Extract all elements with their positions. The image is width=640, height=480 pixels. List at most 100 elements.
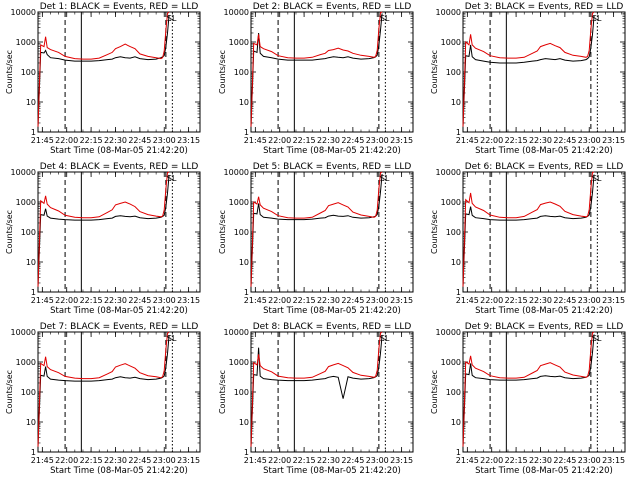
x-tick-label: 23:15 — [602, 136, 625, 145]
x-tick-label: 22:45 — [128, 456, 151, 465]
plot-frame — [37, 331, 201, 453]
sl-label: SL — [380, 174, 390, 183]
x-tick-label: 21:45 — [31, 136, 54, 145]
panel-title: Det 2: BLACK = Events, RED = LLD — [253, 2, 412, 12]
x-tick-label: 21:45 — [31, 296, 54, 305]
panel-det-1: Det 1: BLACK = Events, RED = LLD 1 10 100 10… — [5, 2, 201, 156]
x-tick-label: 22:45 — [553, 296, 576, 305]
x-tick-label: 22:30 — [317, 456, 340, 465]
series-events-line — [37, 14, 170, 127]
sl-label: SL — [167, 174, 177, 183]
x-axis-label: Start Time (08-Mar-05 21:42:20) — [263, 306, 401, 316]
x-tick-label: 22:15 — [80, 456, 103, 465]
x-axis-label: Start Time (08-Mar-05 21:42:20) — [50, 306, 188, 316]
x-axis-label: Start Time (08-Mar-05 21:42:20) — [50, 466, 188, 476]
x-tick-label: 21:45 — [456, 136, 479, 145]
x-tick-label: 22:30 — [104, 456, 127, 465]
y-axis-label: Counts/sec — [430, 210, 439, 254]
panel-det-6: Det 6: BLACK = Events, RED = LLD 1 10 100 10… — [430, 162, 626, 316]
x-tick-label: 22:00 — [268, 456, 291, 465]
y-tick-label: 10000 — [436, 8, 461, 17]
y-tick-label: 1 — [456, 448, 461, 457]
sl-label: SL — [592, 174, 602, 183]
y-tick-label: 1 — [244, 448, 249, 457]
y-tick-label: 1000 — [229, 38, 249, 47]
sl-label: SL — [592, 14, 602, 23]
plot-frame — [250, 171, 414, 293]
series-lld-line — [37, 171, 170, 287]
y-axis-label: Counts/sec — [430, 50, 439, 94]
x-tick-label: 22:00 — [268, 136, 291, 145]
panel-det-2: Det 2: BLACK = Events, RED = LLD 1 10 100 10… — [218, 2, 414, 156]
x-tick-label: 22:00 — [480, 296, 503, 305]
y-tick-label: 100 — [21, 388, 36, 397]
y-tick-label: 100 — [21, 228, 36, 237]
y-tick-label: 1000 — [441, 358, 461, 367]
x-tick-label: 22:15 — [505, 296, 528, 305]
x-tick-label: 21:45 — [31, 456, 54, 465]
x-tick-label: 22:30 — [104, 136, 127, 145]
x-axis-label: Start Time (08-Mar-05 21:42:20) — [475, 146, 613, 156]
y-tick-label: 10000 — [436, 328, 461, 337]
x-tick-label: 22:45 — [341, 136, 364, 145]
x-tick-label: 23:15 — [390, 136, 413, 145]
y-tick-label: 100 — [234, 388, 249, 397]
x-tick-label: 22:30 — [529, 296, 552, 305]
y-tick-label: 10 — [26, 258, 36, 267]
x-tick-label: 22:30 — [104, 296, 127, 305]
series-lld-line — [462, 171, 595, 287]
x-tick-label: 22:30 — [529, 136, 552, 145]
panel-det-5: Det 5: BLACK = Events, RED = LLD 1 10 100 10… — [218, 162, 414, 316]
x-axis-label: Start Time (08-Mar-05 21:42:20) — [50, 146, 188, 156]
panel-title: Det 1: BLACK = Events, RED = LLD — [40, 2, 199, 12]
x-tick-label: 22:00 — [55, 136, 78, 145]
y-tick-label: 10000 — [11, 8, 36, 17]
y-tick-label: 100 — [446, 228, 461, 237]
y-tick-label: 10 — [239, 258, 249, 267]
series-events-line — [250, 174, 383, 287]
series-lld-line — [250, 331, 383, 447]
y-tick-label: 1000 — [16, 38, 36, 47]
x-tick-label: 22:15 — [80, 136, 103, 145]
y-tick-label: 1000 — [16, 198, 36, 207]
sl-label: SL — [380, 334, 390, 343]
panel-title: Det 6: BLACK = Events, RED = LLD — [465, 162, 624, 172]
x-tick-label: 22:00 — [55, 456, 78, 465]
x-tick-label: 22:15 — [293, 296, 316, 305]
x-tick-label: 22:15 — [293, 456, 316, 465]
y-axis-label: Counts/sec — [218, 50, 227, 94]
x-tick-label: 22:00 — [55, 296, 78, 305]
panel-det-3: Det 3: BLACK = Events, RED = LLD 1 10 100 10… — [430, 2, 626, 156]
x-tick-label: 21:45 — [244, 296, 267, 305]
panel-title: Det 9: BLACK = Events, RED = LLD — [465, 322, 624, 332]
x-axis-label: Start Time (08-Mar-05 21:42:20) — [475, 306, 613, 316]
x-tick-label: 23:15 — [390, 456, 413, 465]
x-tick-label: 21:45 — [244, 456, 267, 465]
x-tick-label: 23:15 — [602, 296, 625, 305]
panel-title: Det 8: BLACK = Events, RED = LLD — [253, 322, 412, 332]
x-tick-label: 22:30 — [317, 296, 340, 305]
series-lld-line — [250, 11, 383, 127]
x-axis-label: Start Time (08-Mar-05 21:42:20) — [475, 466, 613, 476]
y-tick-label: 100 — [234, 228, 249, 237]
x-tick-label: 21:45 — [244, 136, 267, 145]
y-axis-label: Counts/sec — [5, 370, 14, 414]
panel-title: Det 7: BLACK = Events, RED = LLD — [40, 322, 199, 332]
panel-det-4: Det 4: BLACK = Events, RED = LLD 1 10 100 10… — [5, 162, 201, 316]
x-tick-label: 22:45 — [128, 136, 151, 145]
x-tick-label: 22:45 — [128, 296, 151, 305]
x-tick-label: 23:00 — [366, 456, 389, 465]
series-events-line — [250, 13, 383, 127]
series-lld-line — [462, 331, 595, 447]
y-tick-label: 1000 — [441, 38, 461, 47]
y-tick-label: 100 — [21, 68, 36, 77]
x-tick-label: 23:00 — [366, 136, 389, 145]
y-tick-label: 1000 — [229, 358, 249, 367]
y-tick-label: 10000 — [224, 168, 249, 177]
y-tick-label: 100 — [234, 68, 249, 77]
y-axis-label: Counts/sec — [218, 370, 227, 414]
series-lld-line — [37, 331, 170, 447]
y-tick-label: 10 — [239, 418, 249, 427]
x-tick-label: 23:15 — [177, 456, 200, 465]
